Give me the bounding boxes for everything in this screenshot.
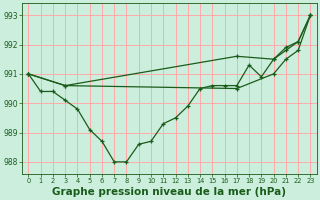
X-axis label: Graphe pression niveau de la mer (hPa): Graphe pression niveau de la mer (hPa) — [52, 187, 286, 197]
